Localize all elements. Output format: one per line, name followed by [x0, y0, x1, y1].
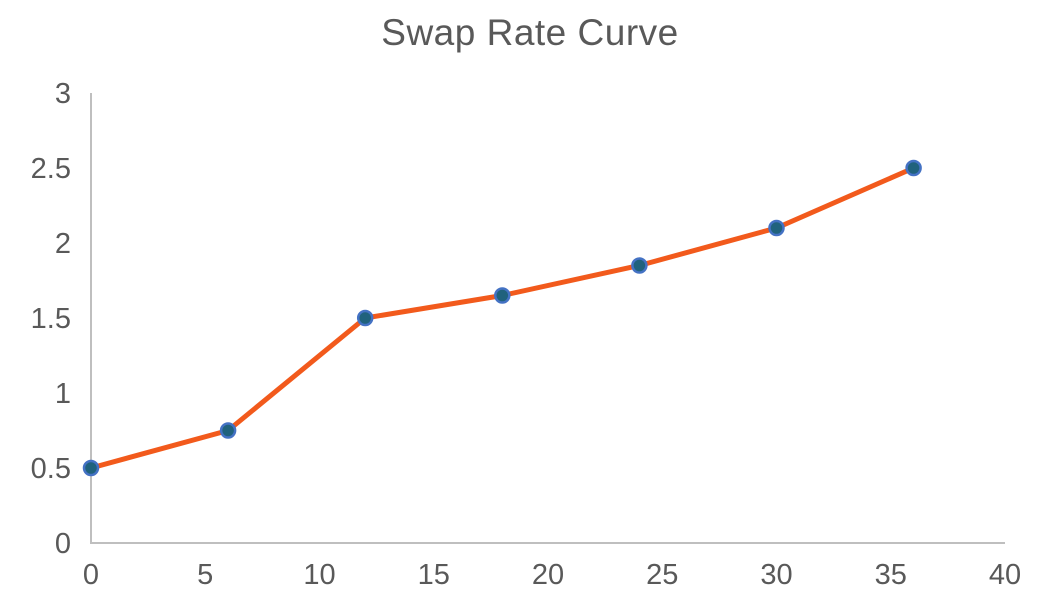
- x-tick-label: 40: [989, 559, 1021, 591]
- data-point-marker: [494, 287, 511, 304]
- x-tick-label: 0: [83, 559, 99, 591]
- x-tick-label: 35: [875, 559, 907, 591]
- x-tick-label: 10: [303, 559, 335, 591]
- y-tick-label: 0: [55, 528, 71, 560]
- data-point-marker: [82, 459, 100, 477]
- y-tick-label: 1.5: [31, 303, 71, 335]
- x-tick-label: 30: [760, 559, 792, 591]
- axis-lines: [90, 93, 1005, 544]
- series-line: [88, 165, 917, 471]
- x-tick-label: 5: [197, 559, 213, 591]
- y-tick-label: 3: [55, 78, 71, 110]
- data-point-marker: [631, 257, 648, 274]
- y-tick-label: 2: [55, 228, 71, 260]
- y-tick-label: 2.5: [31, 153, 71, 185]
- chart-title: Swap Rate Curve: [381, 12, 679, 53]
- x-tick-label: 15: [418, 559, 450, 591]
- data-point-marker: [905, 159, 922, 177]
- y-tick-label: 1: [55, 378, 71, 410]
- data-point-marker: [219, 422, 237, 439]
- x-tick-label: 20: [532, 559, 564, 591]
- data-point-marker: [356, 309, 374, 327]
- y-tick-label: 0.5: [31, 453, 71, 485]
- data-point-marker: [768, 219, 785, 237]
- x-tick-label: 25: [646, 559, 678, 591]
